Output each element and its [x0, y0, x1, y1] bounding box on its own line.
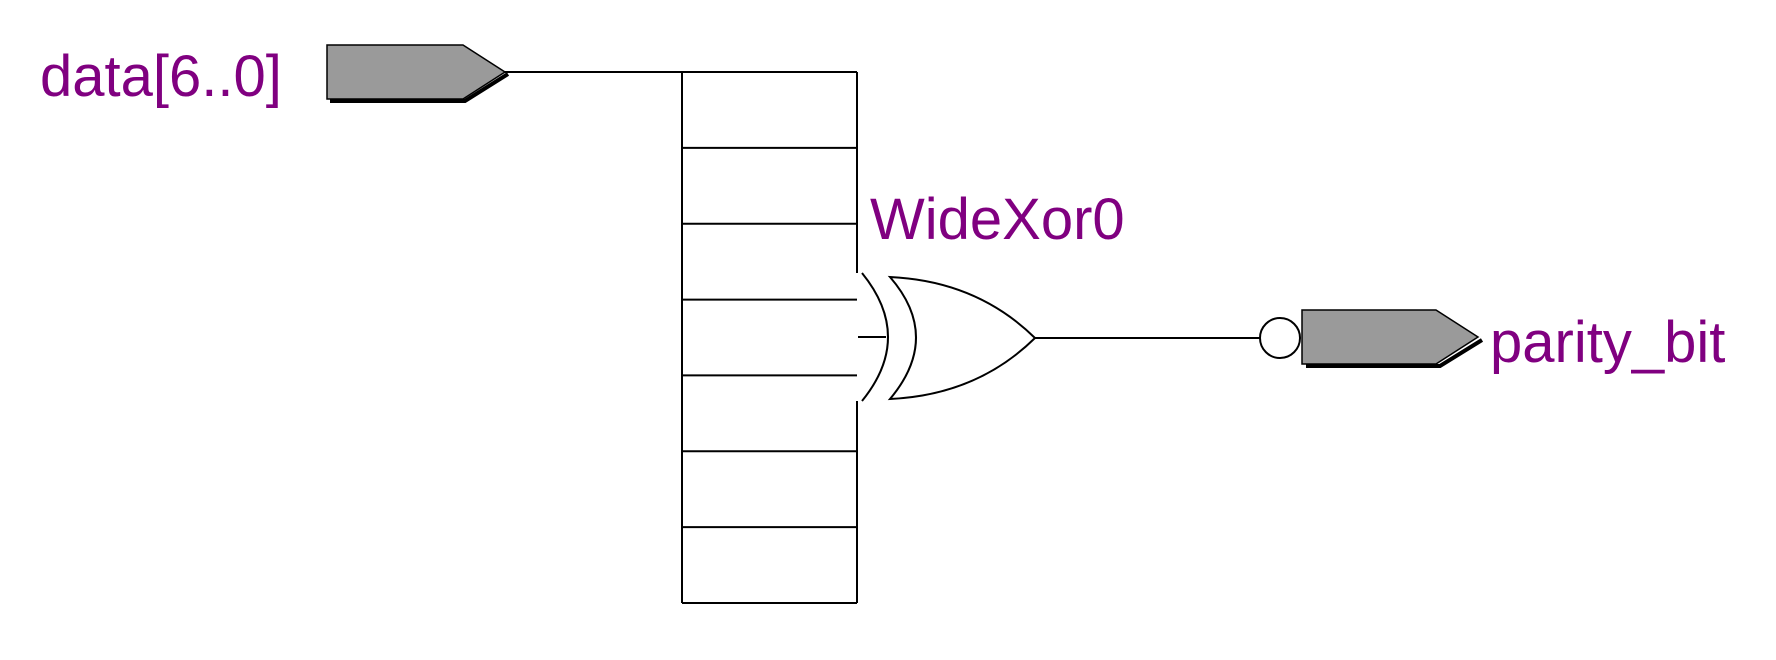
bus-splitter [681, 71, 858, 604]
xor-gate[interactable] [858, 272, 1037, 402]
output-port-shape [1301, 309, 1480, 365]
gate-label: WideXor0 [870, 187, 1125, 252]
input-port-shadow [330, 72, 510, 103]
inversion-bubble [1259, 317, 1301, 359]
xor-gate-input-arc [861, 272, 889, 402]
input-port[interactable]: data[6..0] [40, 44, 510, 109]
output-port-label: parity_bit [1490, 310, 1725, 375]
xor-gate-body [887, 275, 1037, 401]
input-port-shape [326, 44, 507, 100]
output-port[interactable]: parity_bit [1301, 309, 1725, 375]
output-port-shadow [1306, 338, 1484, 368]
input-port-label: data[6..0] [40, 44, 282, 109]
